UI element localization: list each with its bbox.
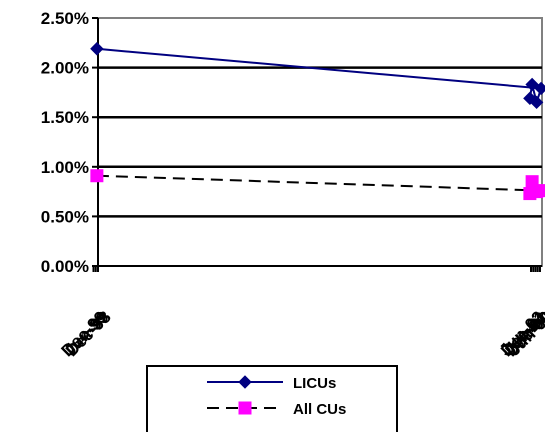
- data-point: [90, 169, 104, 183]
- data-point: [525, 175, 539, 189]
- legend-items: LICUs All CUs: [207, 375, 346, 418]
- legend-box: [146, 365, 398, 432]
- y-axis-ticks: 0.00% 0.50% 1.00% 1.50% 2.00% 2.50%: [41, 9, 98, 276]
- series-square-group: [90, 169, 545, 201]
- y-tick-label: 0.00%: [41, 257, 89, 276]
- series-diamond-group: [90, 42, 545, 110]
- y-tick-label: 1.00%: [41, 158, 89, 177]
- legend-label: LICUs: [293, 375, 336, 392]
- data-point: [523, 187, 537, 201]
- data-point: [523, 91, 537, 106]
- plot-area: [97, 17, 543, 267]
- y-tick-label: 2.00%: [41, 59, 89, 78]
- legend-marker: [238, 401, 252, 415]
- data-point: [534, 81, 545, 96]
- y-tick-label: 1.50%: [41, 108, 89, 127]
- y-tick-label: 2.50%: [41, 9, 89, 28]
- data-point: [90, 42, 104, 56]
- legend: LICUs All CUs: [146, 365, 398, 432]
- x-tick-label: Dec-99: [57, 307, 110, 360]
- y-tick-label: 0.50%: [41, 207, 89, 226]
- gridlines: [98, 66, 542, 218]
- series-layer: [90, 42, 545, 201]
- legend-marker: [238, 375, 252, 389]
- legend-label: All CUs: [293, 401, 346, 418]
- data-point: [525, 77, 539, 92]
